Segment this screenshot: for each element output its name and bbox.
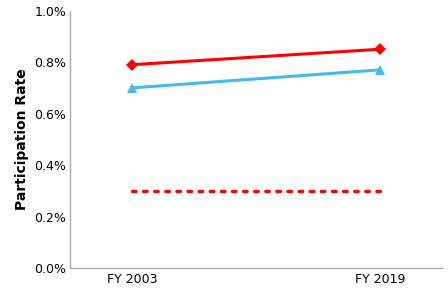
Y-axis label: Participation Rate: Participation Rate: [14, 69, 29, 210]
